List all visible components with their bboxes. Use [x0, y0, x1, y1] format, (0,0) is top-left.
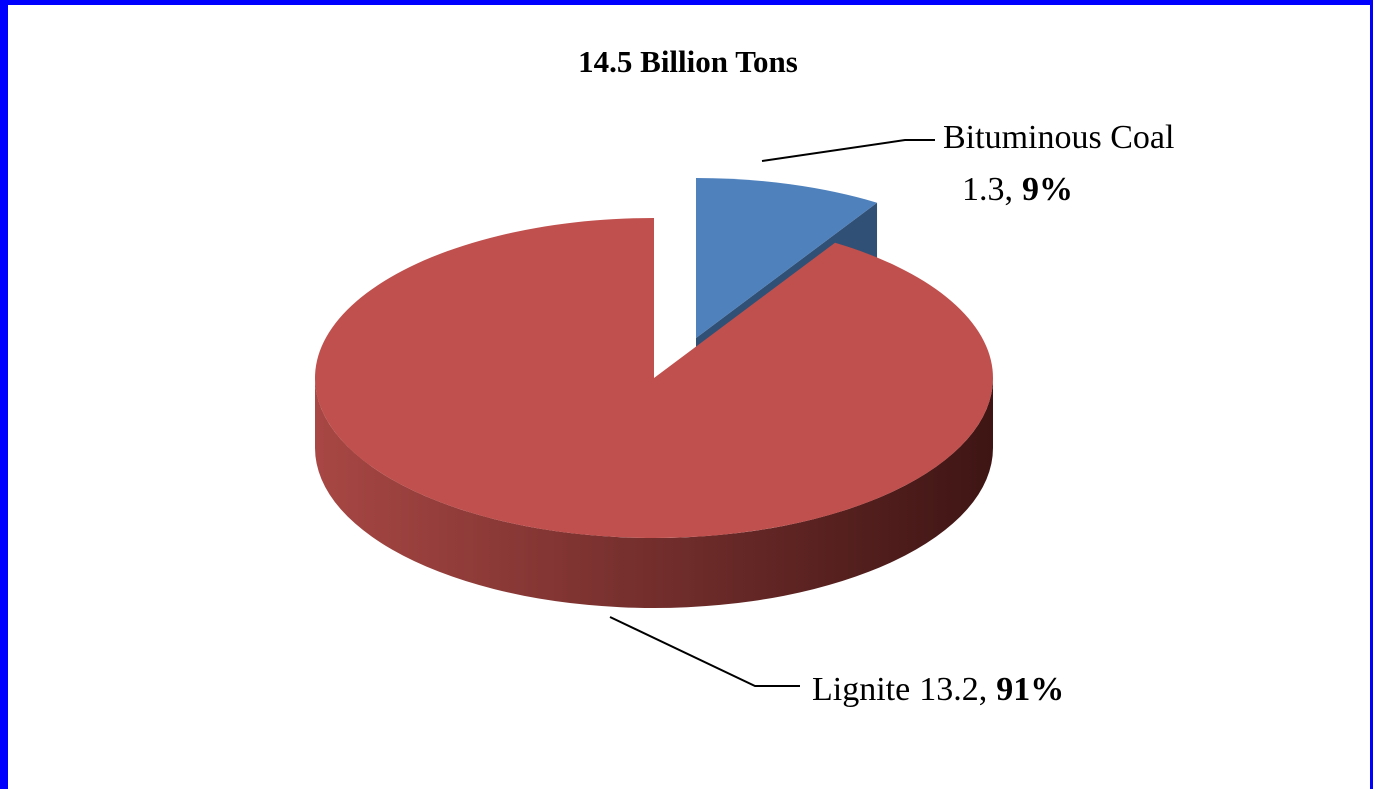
- category-label: Lignite: [812, 671, 910, 708]
- chart-title: 14.5 Billion Tons: [578, 44, 798, 79]
- slice-side: [315, 378, 993, 608]
- value-label: 1.3,: [962, 171, 1013, 208]
- data-label: 1.3, 9%: [962, 171, 1073, 208]
- percent-label: 91%: [996, 671, 1064, 708]
- leader-line: [609, 616, 800, 687]
- leader-line: [761, 139, 935, 162]
- category-label: Bituminous Coal: [943, 119, 1174, 156]
- value-label: 13.2,: [919, 671, 987, 708]
- slice-top: [696, 178, 878, 338]
- pie-slice: [315, 218, 994, 608]
- slice-top: [315, 218, 994, 539]
- pie: [315, 178, 994, 608]
- percent-label: 9%: [1022, 171, 1073, 208]
- data-label: Lignite 13.2, 91%: [812, 671, 1064, 708]
